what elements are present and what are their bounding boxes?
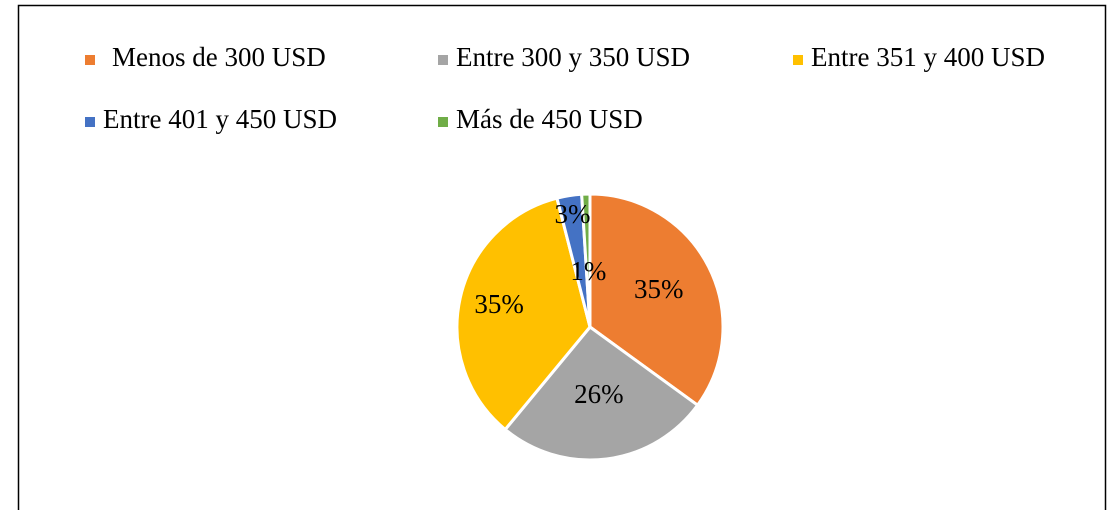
legend-swatch bbox=[85, 55, 95, 65]
pie-slice bbox=[455, 196, 592, 432]
legend-label: Más de 450 USD bbox=[456, 104, 643, 134]
pie-slice bbox=[503, 324, 700, 462]
legend-label: Entre 351 y 400 USD bbox=[811, 42, 1045, 72]
legend-swatch bbox=[793, 55, 803, 65]
legend-label: Menos de 300 USD bbox=[112, 42, 326, 72]
legend-label: Entre 300 y 350 USD bbox=[456, 42, 690, 72]
pie-slice bbox=[588, 192, 725, 408]
data-label: 35% bbox=[634, 274, 684, 304]
legend-swatch bbox=[438, 117, 448, 127]
data-label: 3% bbox=[555, 199, 591, 229]
legend-swatch bbox=[438, 55, 448, 65]
legend-label: Entre 401 y 450 USD bbox=[103, 104, 337, 134]
legend-swatch bbox=[85, 117, 95, 127]
data-label: 35% bbox=[474, 289, 524, 319]
data-label: 26% bbox=[574, 379, 624, 409]
pie-slice bbox=[580, 192, 592, 328]
data-label: 1% bbox=[570, 256, 606, 286]
